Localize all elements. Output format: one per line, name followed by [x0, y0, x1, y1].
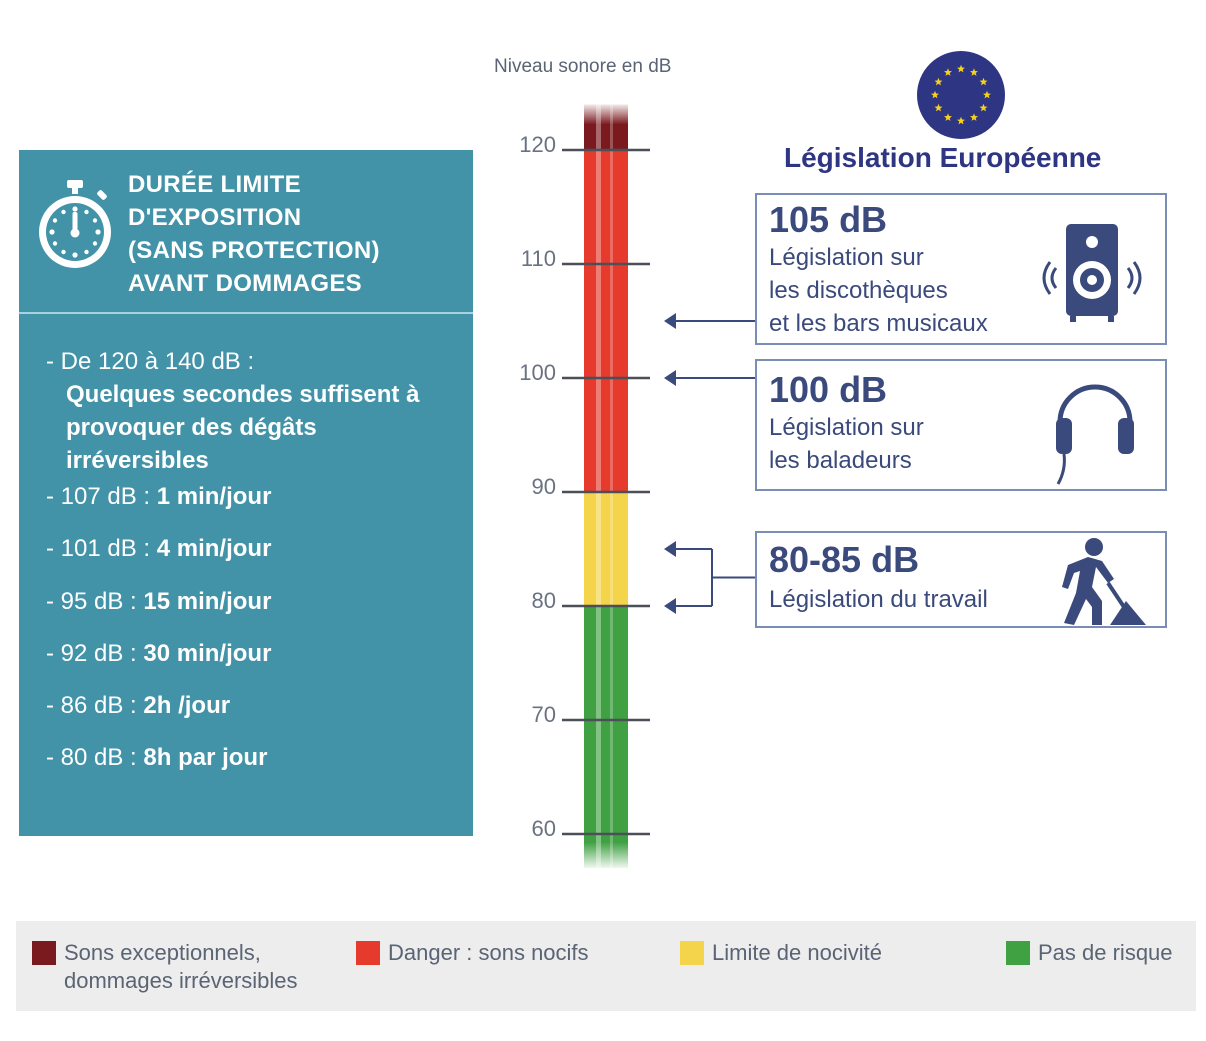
- scale-tick-label: 110: [521, 246, 556, 271]
- legend-swatch: [680, 941, 704, 965]
- legend-label: Sons exceptionnels, dommages irréversible…: [64, 939, 298, 995]
- legislation-db: 100 dB: [769, 369, 888, 410]
- legend: Sons exceptionnels, dommages irréversible…: [16, 921, 1196, 1011]
- exposure-panel-title-line: D'EXPOSITION: [128, 204, 302, 231]
- legislation-description-line: les discothèques: [769, 277, 948, 304]
- legislation-description-line: Législation sur: [769, 244, 924, 271]
- eu-star: [934, 77, 943, 86]
- legislation-box: 100 dB Législation sur les baladeurs: [755, 359, 1167, 491]
- exposure-item-duration: 4 min/jour: [156, 535, 272, 562]
- legislation-description-line: Législation sur: [769, 414, 924, 441]
- exposure-panel: DURÉE LIMITE D'EXPOSITION (SANS PROTECTION…: [19, 150, 473, 836]
- eu-star: [983, 90, 991, 99]
- eu-star: [970, 68, 978, 76]
- scale-fade-bottom: [582, 842, 630, 871]
- legislation-description: Législation du travail: [769, 583, 988, 616]
- scale-band-danger: [584, 150, 628, 492]
- exposure-panel-title-line: (SANS PROTECTION): [128, 237, 380, 264]
- eu-legislation-title: Législation Européenne: [784, 142, 1102, 173]
- exposure-item-duration: 1 min/jour: [156, 483, 272, 510]
- legislation-db: 105 dB: [769, 199, 888, 240]
- exposure-item: - 80 dB : 8h par jour: [46, 741, 267, 774]
- scale-band-limit: [584, 492, 628, 606]
- scale-fade-top: [582, 102, 630, 125]
- exposure-item-level: - De 120 à 140 dB :: [46, 348, 255, 375]
- legend-swatch: [356, 941, 380, 965]
- exposure-item: - 101 dB : 4 min/jour: [46, 532, 271, 565]
- exposure-panel-title-line: DURÉE LIMITE: [128, 171, 301, 198]
- scale-highlight: [610, 104, 613, 869]
- legislation-description: Législation sur les baladeurs: [769, 411, 924, 477]
- legend-label-line: Limite de nocivité: [712, 940, 882, 965]
- speaker-icon: [1040, 222, 1144, 331]
- headphones-icon: [1050, 378, 1140, 493]
- scale-axis-title: Niveau sonore en dB: [494, 56, 672, 77]
- exposure-item-level: - 95 dB :: [46, 588, 144, 615]
- exposure-item-level: - 92 dB :: [46, 640, 144, 667]
- eu-star: [979, 77, 988, 86]
- exposure-panel-title-line: AVANT DOMMAGES: [128, 270, 362, 297]
- legend-swatch: [32, 941, 56, 965]
- legend-label-line: Sons exceptionnels,: [64, 940, 261, 965]
- eu-star: [944, 113, 952, 121]
- exposure-item: - 86 dB : 2h /jour: [46, 689, 230, 722]
- eu-star: [970, 113, 978, 121]
- eu-star: [979, 103, 988, 112]
- scale-tick-label: 80: [532, 588, 556, 613]
- exposure-list: - De 120 à 140 dB : Quelques secondes su…: [46, 345, 466, 771]
- exposure-item-duration: 30 min/jour: [143, 640, 272, 667]
- eu-star: [957, 64, 965, 73]
- scale-highlight: [596, 104, 601, 869]
- exposure-item-level: - 107 dB :: [46, 483, 157, 510]
- legislation-description: Législation sur les discothèques et les ba…: [769, 241, 988, 340]
- exposure-item-duration: 2h /jour: [143, 692, 231, 719]
- exposure-item-duration: Quelques secondes suffisent à provoquer …: [66, 381, 420, 474]
- exposure-item-120-140: - De 120 à 140 dB : Quelques secondes su…: [46, 345, 466, 477]
- scale-band-safe: [584, 606, 628, 869]
- legend-label-line: dommages irréversibles: [64, 968, 298, 993]
- exposure-item: - 95 dB : 15 min/jour: [46, 585, 271, 618]
- legislation-description-line: les baladeurs: [769, 447, 912, 474]
- legend-swatch: [1006, 941, 1030, 965]
- exposure-panel-header: DURÉE LIMITE D'EXPOSITION (SANS PROTECTION…: [19, 150, 473, 314]
- exposure-item-level: - 101 dB :: [46, 535, 157, 562]
- legislation-description-line: et les bars musicaux: [769, 310, 988, 337]
- stopwatch-icon: [39, 180, 111, 268]
- scale-tick-label: 90: [532, 474, 556, 499]
- decibel-scale: 120 110 100 90 80 70 60: [519, 102, 650, 871]
- exposure-item-level: - 86 dB :: [46, 692, 144, 719]
- exposure-item-duration: 15 min/jour: [143, 588, 272, 615]
- exposure-item-level: - 80 dB :: [46, 744, 144, 771]
- scale-tick-label: 120: [519, 132, 556, 157]
- scale-tick-label: 60: [532, 816, 556, 841]
- eu-star: [934, 103, 943, 112]
- worker-icon: [1050, 535, 1150, 632]
- exposure-item-duration: 8h par jour: [143, 744, 268, 771]
- legislation-db: 80-85 dB: [769, 539, 920, 580]
- eu-star: [944, 68, 952, 76]
- legend-label: Pas de risque: [1038, 939, 1173, 967]
- exposure-panel-title: DURÉE LIMITE D'EXPOSITION (SANS PROTECTION…: [128, 168, 380, 300]
- legend-label-line: Pas de risque: [1038, 940, 1173, 965]
- scale-tick-label: 100: [519, 360, 556, 385]
- scale-tick-label: 70: [532, 702, 556, 727]
- legend-label: Danger : sons nocifs: [388, 939, 589, 967]
- legend-label-line: Danger : sons nocifs: [388, 940, 589, 965]
- legislation-description-line: Législation du travail: [769, 586, 988, 613]
- legend-label: Limite de nocivité: [712, 939, 882, 967]
- exposure-item: - 92 dB : 30 min/jour: [46, 637, 271, 670]
- eu-star: [931, 90, 939, 99]
- eu-star: [957, 116, 965, 125]
- eu-flag-icon: [917, 51, 1005, 139]
- exposure-item: - 107 dB : 1 min/jour: [46, 480, 271, 513]
